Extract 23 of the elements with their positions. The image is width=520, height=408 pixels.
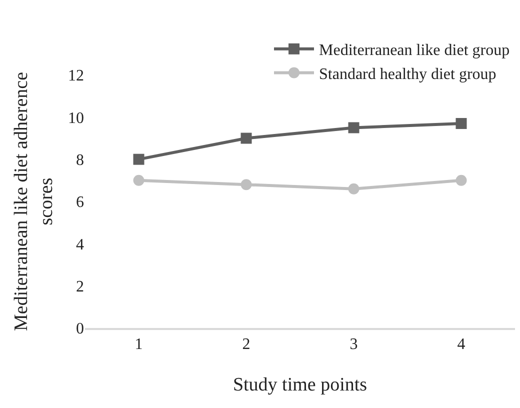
y-axis-title: Mediterranean like diet adherence scores	[11, 72, 57, 331]
point	[348, 122, 360, 134]
x-tick-label: 4	[457, 336, 466, 354]
point	[348, 183, 360, 194]
x-tick-label: 3	[350, 336, 358, 354]
y-tick-label: 12	[68, 68, 84, 85]
y-tick-label: 10	[68, 110, 84, 127]
x-tick-label: 1	[134, 336, 143, 354]
legend-label: Mediterranean like diet group	[319, 42, 510, 60]
y-tick-label: 4	[76, 236, 84, 254]
point	[456, 174, 467, 186]
y-tick-label: 2	[76, 278, 84, 296]
y-tick-label: 0	[76, 320, 84, 338]
point	[133, 174, 144, 186]
y-tick-label: 6	[76, 194, 84, 212]
point	[456, 118, 467, 129]
y-tick-label: 8	[76, 152, 84, 169]
x-axis-title: Study time points	[232, 374, 368, 396]
point	[240, 132, 252, 144]
x-tick-label: 2	[242, 336, 250, 354]
point	[133, 154, 144, 165]
legend-label: Standard healthy diet group	[319, 66, 496, 83]
point	[240, 179, 252, 190]
